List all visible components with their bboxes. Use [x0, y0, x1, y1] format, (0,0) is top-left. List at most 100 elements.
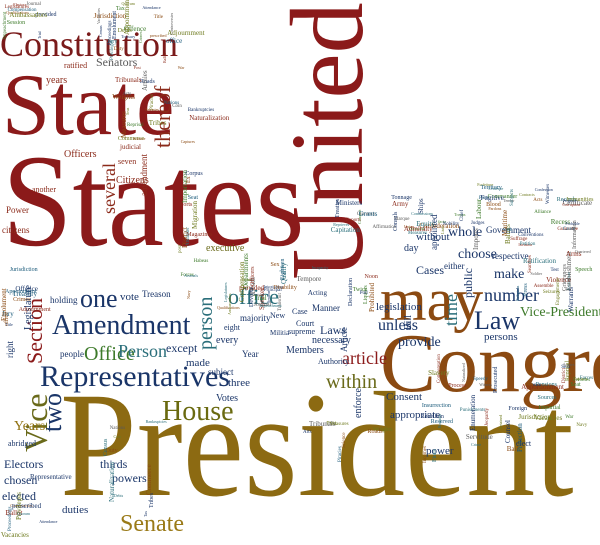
word-may: may [380, 267, 484, 333]
filler-word: Arsenals [184, 272, 198, 278]
word-article-cap: Article [339, 327, 349, 352]
filler-word: Bankruptcies [187, 108, 215, 114]
filler-word: Union [404, 224, 414, 230]
filler-word: Twice [352, 286, 368, 293]
filler-word: Electors [13, 2, 27, 8]
filler-word: Blood [486, 201, 501, 208]
filler-word: Army [392, 199, 409, 208]
filler-word: Jeopardy [485, 407, 491, 426]
word-states: States [2, 127, 305, 274]
filler-word: Adjournment [167, 29, 205, 38]
filler-word: Post [326, 420, 337, 427]
filler-word: Naturalization [107, 461, 116, 502]
filler-word: Seat [570, 382, 581, 389]
word-person-cap: Person [118, 341, 167, 361]
filler-word: Impartial [538, 404, 561, 411]
filler-word: Writs [532, 382, 542, 388]
filler-word: Compensation [7, 8, 37, 14]
filler-word: Guarantee [557, 227, 578, 233]
word-representative: Representative [30, 473, 72, 481]
filler-word: Fugitive [480, 194, 504, 203]
filler-word: Duty [105, 447, 118, 454]
filler-word: Rebellion [420, 414, 444, 421]
word-united: United [270, 2, 385, 280]
filler-word: Retained [497, 414, 503, 429]
word-cases: Cases [416, 263, 444, 277]
filler-word: Coin [113, 433, 122, 439]
filler-word: Subjects [509, 189, 515, 206]
word-consent: Consent [386, 391, 423, 403]
word-amendment-lc: amendment [139, 154, 149, 196]
filler-word: Title [5, 322, 13, 328]
word-day: day [404, 243, 419, 254]
filler-word: Petition [519, 242, 536, 247]
filler-word: Crimes [13, 296, 31, 303]
filler-word: Slavery [428, 368, 450, 377]
word-law-big: Law [474, 306, 521, 335]
filler-word: Insurrection [421, 403, 451, 410]
filler-word: Naturalized [460, 363, 466, 382]
word-person: person [195, 296, 217, 350]
word-duties: duties [62, 504, 89, 516]
word-state: State [2, 57, 175, 154]
filler-word: Reprisal [127, 122, 144, 128]
word-elected: elected [2, 489, 36, 503]
filler-word: Tribunals [309, 419, 336, 428]
filler-word: Sex [270, 261, 280, 268]
filler-word: District [561, 367, 567, 383]
word-house: House [162, 396, 234, 427]
word-case: Case [292, 307, 308, 316]
word-executive: executive [206, 243, 245, 254]
filler-word: Reserved [430, 419, 454, 426]
filler-word: Ambassadors [9, 11, 48, 20]
word-senate: Senate [120, 511, 184, 537]
filler-word: Nobility [442, 221, 460, 227]
word-several: several [99, 163, 119, 214]
filler-word: Qualifications [217, 304, 240, 310]
filler-word: Oath [502, 228, 513, 234]
filler-word: Ratification [523, 256, 557, 265]
filler-word: Controversies [168, 12, 174, 35]
filler-word: Corpus [185, 171, 203, 177]
filler-word: Session [265, 291, 271, 304]
word-supreme: supreme [288, 327, 316, 336]
filler-word: Felonies [573, 377, 591, 383]
filler-word: provided [239, 284, 264, 293]
word-president: President [60, 362, 574, 528]
filler-word: Admiralty [403, 224, 433, 233]
word-years-lc: years [46, 75, 68, 86]
filler-word: Arts [303, 430, 312, 436]
filler-word: Quorum [16, 510, 31, 516]
filler-word: Emolument [112, 11, 119, 40]
filler-word: Servitude [465, 432, 493, 441]
filler-word: Probable [565, 220, 580, 226]
filler-word: Forts [180, 202, 193, 209]
filler-word: Emolument [0, 288, 8, 321]
word-enforce: enforce [353, 388, 364, 418]
word-new: New [270, 311, 286, 320]
filler-word: Eighteen [280, 258, 286, 281]
filler-word: Confession [534, 186, 553, 192]
filler-word: Ministers [335, 199, 363, 207]
word-three: three [228, 377, 250, 389]
word-senators: Senators [96, 55, 138, 69]
filler-word: Equity [416, 220, 435, 228]
filler-word: Commissions [411, 211, 434, 217]
filler-word: Seas [125, 107, 131, 116]
filler-word: Prosecuted [493, 366, 500, 393]
filler-word: Acts [533, 198, 543, 203]
filler-word: Cause [562, 227, 576, 233]
filler-word: Tax [143, 510, 148, 517]
filler-word: Affirmation [372, 225, 397, 230]
filler-word: Forces [180, 273, 194, 279]
word-subject: subject [208, 367, 234, 377]
filler-word: Grants [358, 209, 378, 218]
filler-word: Lists [439, 226, 445, 235]
filler-word: Crime [471, 441, 482, 447]
filler-word: Consuls [393, 211, 400, 231]
filler-word: Protection [515, 423, 524, 453]
word-court: Court [296, 319, 315, 328]
word-majority: majority [240, 313, 271, 323]
filler-word: Ports [478, 196, 490, 202]
filler-word: Forces [579, 376, 594, 382]
